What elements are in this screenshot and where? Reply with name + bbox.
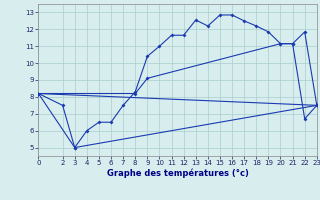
- X-axis label: Graphe des températures (°c): Graphe des températures (°c): [107, 169, 249, 178]
